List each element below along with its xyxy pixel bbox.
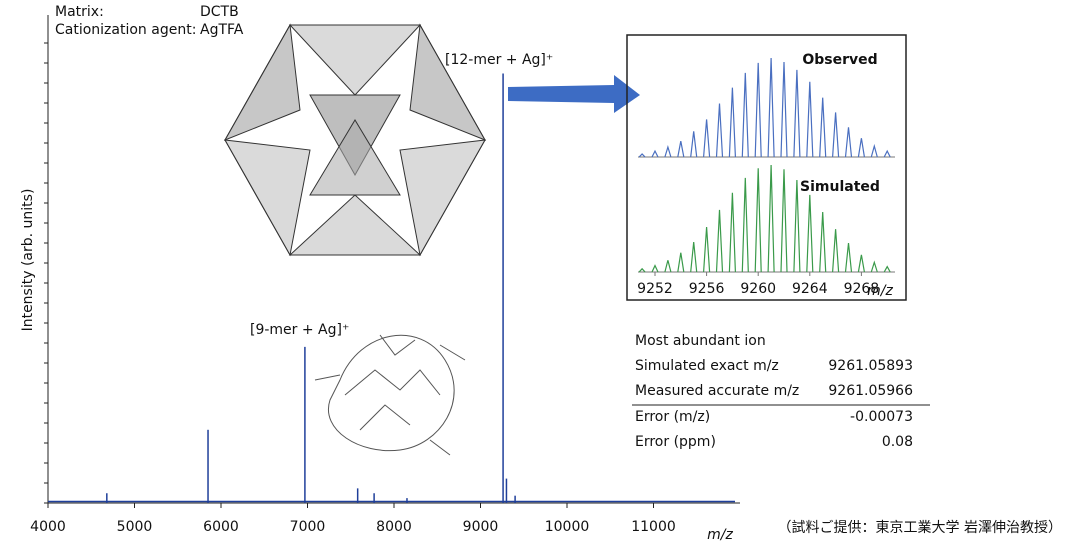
isotope-peak <box>780 61 788 158</box>
isotope-peak <box>728 192 736 273</box>
table-value: 9261.05893 <box>828 358 913 374</box>
condition-value: DCTB <box>200 4 239 20</box>
inset-x-tick-label: 9264 <box>792 281 828 297</box>
table-label: Error (ppm) <box>635 434 716 450</box>
x-tick-label: 6000 <box>203 519 239 535</box>
table-value: 0.08 <box>882 434 913 450</box>
ring-structure <box>314 334 466 456</box>
credit: （試料ご提供：東京工業大学 岩澤伸治教授） <box>778 520 1062 536</box>
isotope-peak <box>703 119 711 158</box>
isotope-peak <box>664 260 672 273</box>
arrow <box>508 75 640 113</box>
isotope-peak <box>638 153 646 158</box>
table-label: Simulated exact m/z <box>635 358 779 374</box>
isotope-peak <box>870 143 878 158</box>
isotope-peak <box>844 243 853 273</box>
isotope-peak <box>677 141 685 158</box>
isotope-peak <box>832 112 840 158</box>
isotope-peak <box>677 252 685 273</box>
isotope-peak <box>651 264 659 273</box>
condition-value: AgTFA <box>200 22 244 38</box>
x-tick-label: 5000 <box>117 519 153 535</box>
x-tick-label: 4000 <box>30 519 66 535</box>
isotope-peak <box>844 127 853 158</box>
isotope-peak <box>883 265 891 273</box>
isotope-peak <box>793 69 801 158</box>
isotope-peak <box>832 229 840 273</box>
x-axis-label: m/z <box>707 527 733 543</box>
isotope-peak <box>664 145 672 158</box>
isotope-peak <box>715 209 724 273</box>
inset-x-tick-label: 9256 <box>689 281 725 297</box>
isotope-peak <box>638 267 646 273</box>
isotope-peak <box>741 72 749 158</box>
inset-x-label: m/z <box>867 283 893 299</box>
isotope-peak <box>767 57 775 158</box>
isotope-peak <box>767 164 775 273</box>
isotope-peak <box>780 169 788 273</box>
table-label: Error (m/z) <box>635 409 710 425</box>
isotope-peak <box>690 241 698 273</box>
isotope-peak <box>806 194 814 273</box>
inset-title: Simulated <box>800 179 880 195</box>
isotope-peak <box>754 168 762 273</box>
inset-x-tick-label: 9268 <box>844 281 880 297</box>
y-axis-label: Intensity (arb. units) <box>20 189 36 332</box>
cage-structure <box>223 23 487 257</box>
isotope-peak <box>703 227 711 273</box>
x-tick-label: 9000 <box>463 519 499 535</box>
isotope-peak <box>715 103 724 158</box>
isotope-peak <box>819 97 827 158</box>
x-tick-label: 7000 <box>290 519 326 535</box>
x-tick-label: 10000 <box>545 519 590 535</box>
peak-annotation: [9-mer + Ag]⁺ <box>250 322 349 338</box>
table-value: 9261.05966 <box>828 383 913 399</box>
inset-title: Observed <box>802 52 877 68</box>
table-value: -0.00073 <box>850 409 913 425</box>
isotope-peak <box>793 179 801 273</box>
isotope-peak <box>857 138 865 158</box>
isotope-peak <box>728 87 736 158</box>
condition-label: Cationization agent: <box>55 22 196 38</box>
isotope-peak <box>651 149 659 158</box>
isotope-peak <box>741 177 749 273</box>
isotope-peak <box>754 62 762 158</box>
isotope-peak <box>857 254 865 273</box>
isotope-peak <box>690 131 698 158</box>
isotope-peak <box>870 260 878 273</box>
inset-x-tick-label: 9252 <box>637 281 673 297</box>
table-label: Measured accurate m/z <box>635 383 799 399</box>
x-tick-label: 11000 <box>631 519 676 535</box>
isotope-peak <box>806 81 814 158</box>
peak-annotation: [12-mer + Ag]⁺ <box>445 52 553 68</box>
table-title: Most abundant ion <box>635 333 766 349</box>
x-tick-label: 8000 <box>376 519 412 535</box>
isotope-peak <box>819 212 827 273</box>
inset-frame <box>626 34 907 301</box>
condition-label: Matrix: <box>55 4 104 20</box>
isotope-peak <box>883 149 891 158</box>
inset-x-tick-label: 9260 <box>740 281 776 297</box>
